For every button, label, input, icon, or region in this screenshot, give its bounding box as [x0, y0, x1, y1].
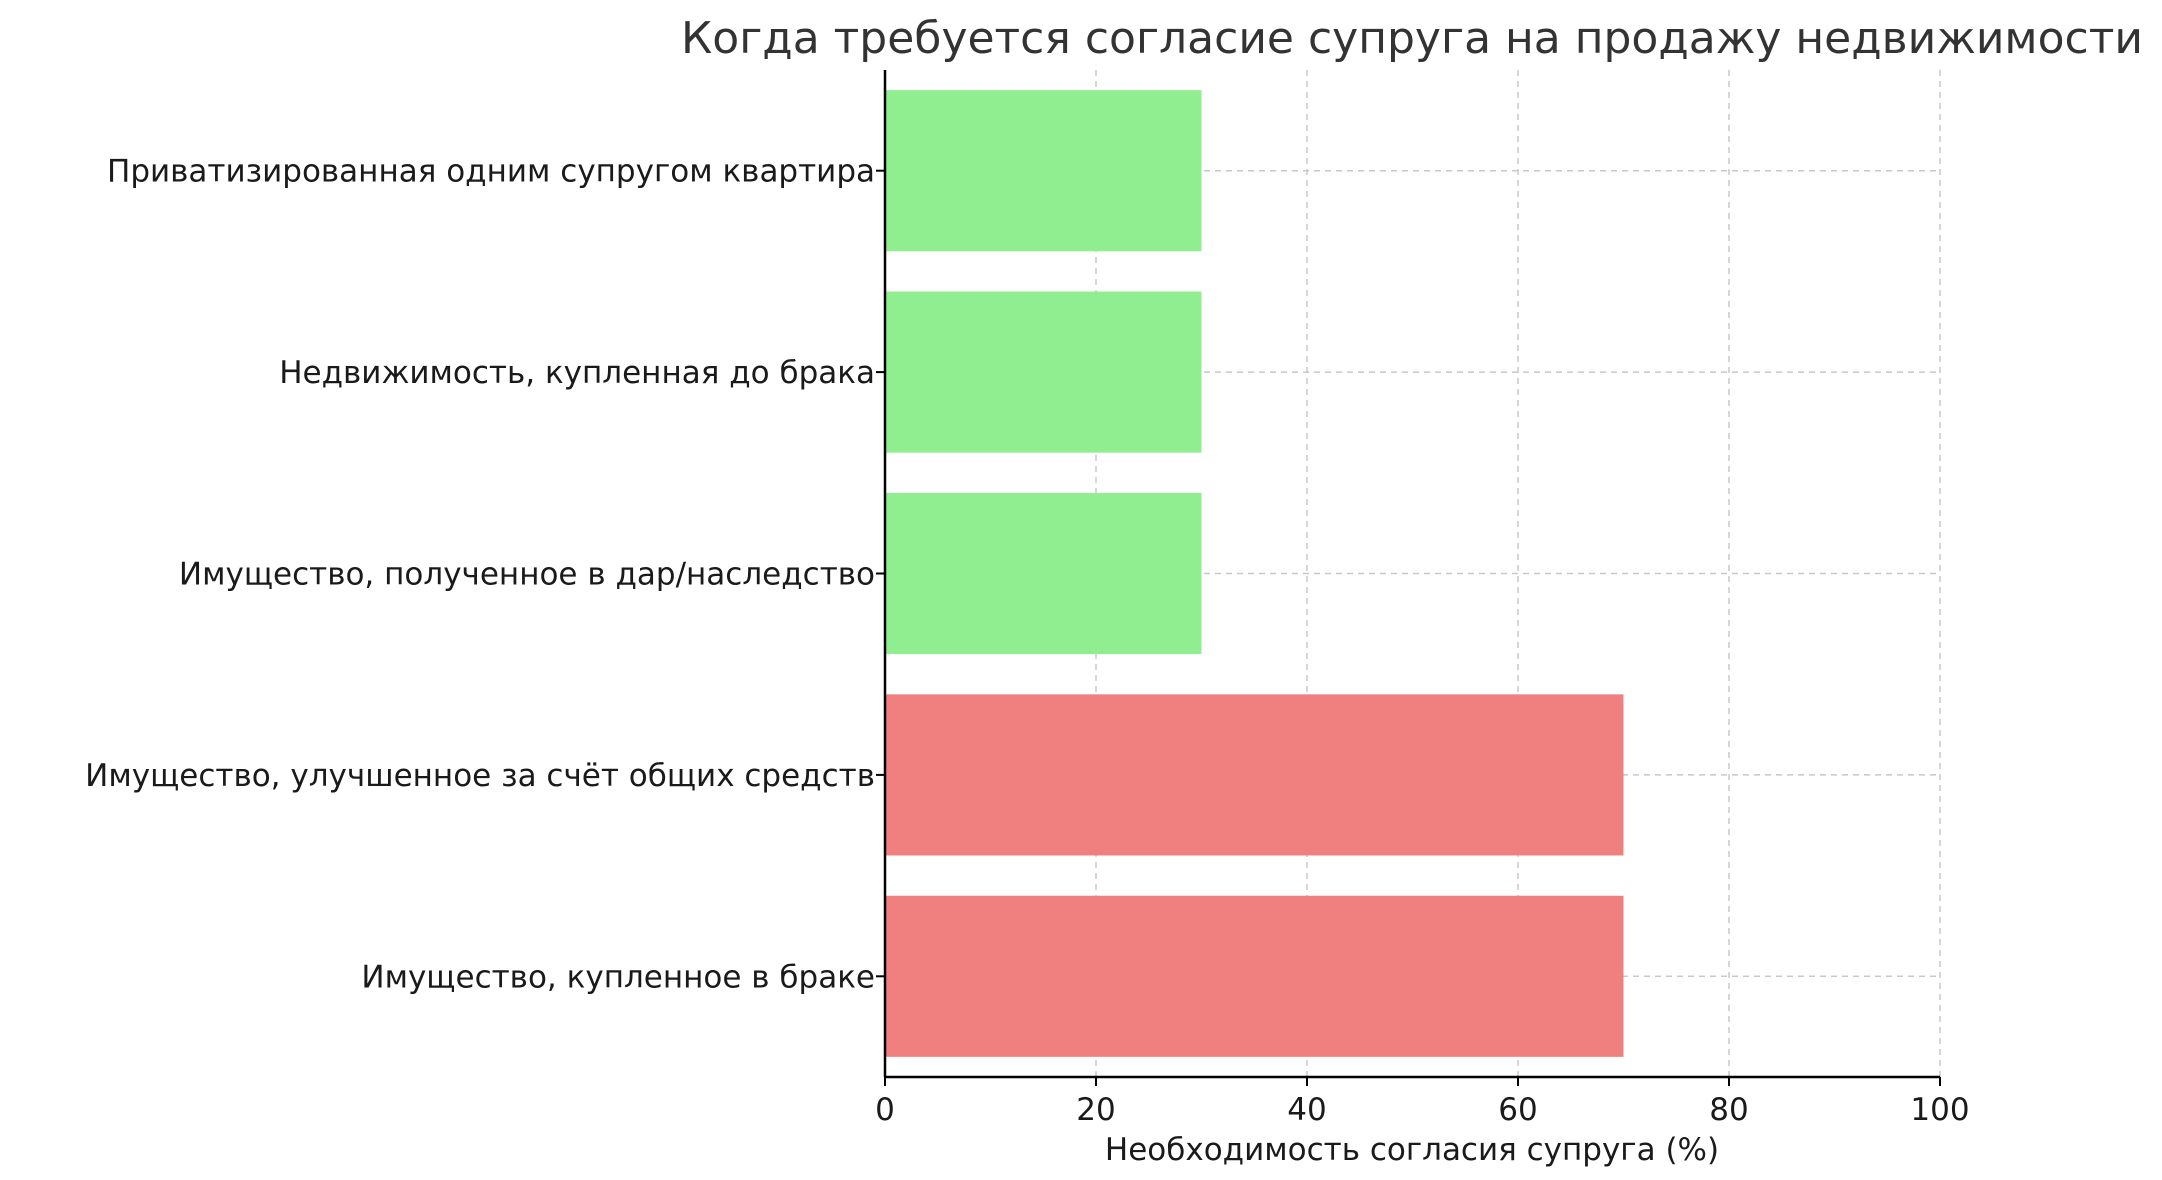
x-tick-label: 0 [875, 1092, 895, 1128]
y-tick-label: Приватизированная одним супругом квартир… [107, 154, 875, 190]
x-tick-label: 80 [1709, 1092, 1748, 1128]
bar [885, 291, 1202, 453]
y-tick-label: Имущество, полученное в дар/наследство [179, 557, 875, 593]
y-tick-label: Имущество, улучшенное за счёт общих сред… [85, 758, 875, 794]
bar [885, 694, 1624, 856]
x-axis-label: Необходимость согласия супруга (%) [1105, 1132, 1719, 1168]
x-tick-label: 20 [1076, 1092, 1115, 1128]
x-tick-label: 40 [1287, 1092, 1326, 1128]
chart-title: Когда требуется согласие супруга на прод… [681, 13, 2143, 64]
bar [885, 492, 1202, 655]
x-tick-label: 100 [1910, 1092, 1969, 1128]
y-ticks: Имущество, купленное в браке Имущество, у… [85, 154, 885, 995]
x-ticks: 0 20 40 60 80 100 [875, 1077, 1970, 1128]
x-tick-label: 60 [1498, 1092, 1537, 1128]
y-tick-label: Недвижимость, купленная до брака [279, 355, 875, 391]
bar [885, 90, 1202, 252]
bars [885, 90, 1624, 1057]
bar [885, 895, 1624, 1057]
y-tick-label: Имущество, купленное в браке [361, 959, 875, 995]
